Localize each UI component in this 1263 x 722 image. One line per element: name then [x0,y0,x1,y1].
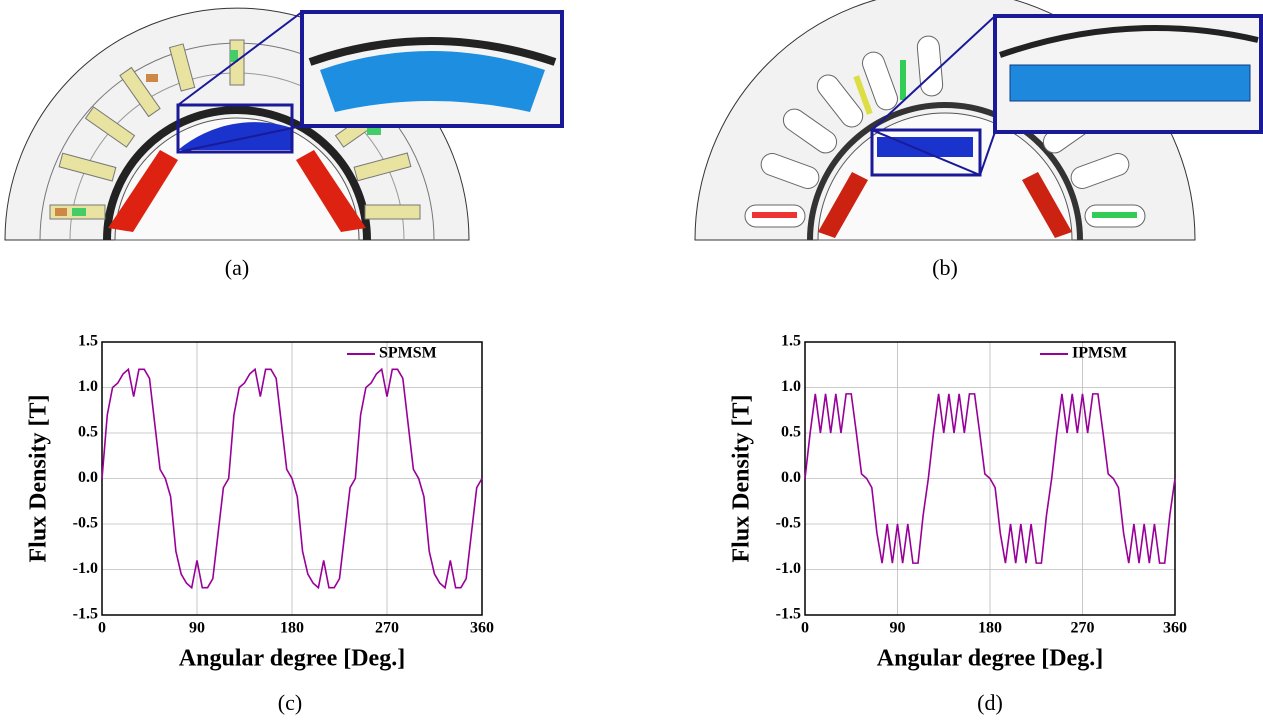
y-axis-label: Flux Density [T] [26,395,52,563]
spmsm-flux-image [5,8,562,240]
y-tick-label: -1.0 [73,560,98,577]
y-tick-label: -1.5 [73,606,98,623]
x-tick-label: 90 [189,620,205,637]
caption: (c) [278,690,302,715]
x-tick-label: 360 [470,620,494,637]
legend-label: IPMSM [1072,345,1127,362]
x-tick-label: 360 [1163,620,1187,637]
y-tick-label: 0.5 [781,424,801,441]
y-tick-label: 1.5 [78,333,98,350]
y-tick-label: -1.5 [776,606,801,623]
y-tick-label: 1.0 [78,378,98,395]
x-tick-label: 270 [1071,620,1095,637]
x-tick-label: 0 [98,620,106,637]
y-tick-label: 0.5 [78,424,98,441]
caption: (a) [225,255,249,280]
x-tick-label: 180 [280,620,304,637]
x-tick-label: 0 [801,620,809,637]
y-tick-label: 1.0 [781,378,801,395]
y-tick-label: 1.5 [781,333,801,350]
x-tick-label: 180 [978,620,1002,637]
y-tick-label: 0.0 [781,469,801,486]
y-tick-label: -0.5 [73,515,98,532]
x-tick-label: 270 [375,620,399,637]
x-axis-label: Angular degree [Deg.] [179,646,405,672]
caption: (d) [977,690,1003,715]
x-axis-label: Angular degree [Deg.] [877,646,1103,672]
y-tick-label: 0.0 [78,469,98,486]
legend-label: SPMSM [379,345,437,362]
figure: (a) (b) (c) (d) -1.5 -1.0 -0.5 0.0 0.5 1.0 1.5… [0,0,1263,722]
y-axis-label: Flux Density [T] [729,395,755,563]
y-tick-label: -1.0 [776,560,801,577]
ipmsm-flux-image [695,0,1261,240]
x-tick-label: 90 [890,620,906,637]
y-tick-label: -0.5 [776,515,801,532]
caption: (b) [932,255,958,280]
